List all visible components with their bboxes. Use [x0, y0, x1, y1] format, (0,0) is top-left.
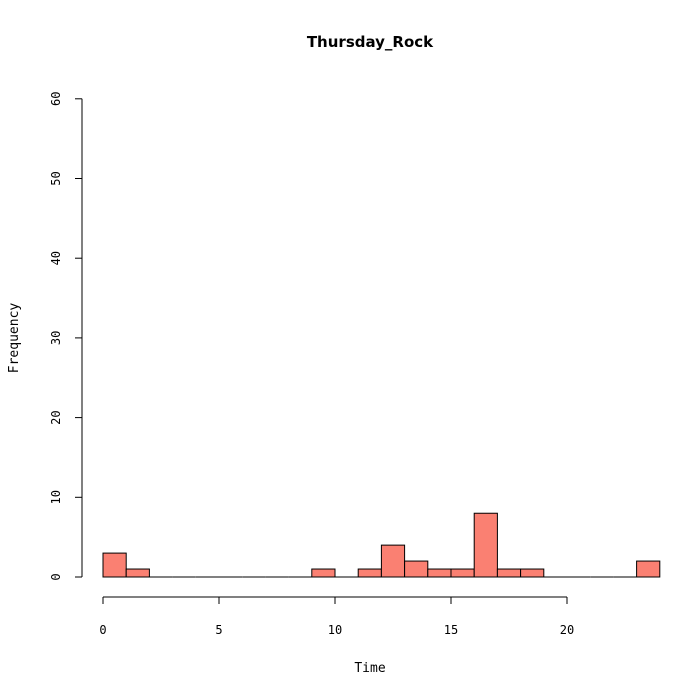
x-tick-label: 0	[99, 623, 106, 637]
histogram-bar	[380, 544, 406, 578]
histogram-bar	[520, 568, 545, 578]
histogram-bar	[125, 568, 150, 578]
y-tick-label: 40	[49, 251, 63, 265]
y-tick-label: 10	[49, 490, 63, 504]
histogram-bar	[473, 512, 498, 578]
x-axis: 0 5 10 15 20	[99, 596, 574, 637]
histogram-bar	[496, 568, 522, 578]
y-axis: 0 10 20 30 40 50 60	[49, 92, 83, 581]
x-axis-title: Time	[354, 661, 385, 676]
x-tick-label: 10	[328, 623, 342, 637]
x-tick-label: 15	[444, 623, 458, 637]
y-tick-label: 30	[49, 331, 63, 345]
y-tick-label: 0	[49, 573, 63, 580]
chart-title: Thursday_Rock	[307, 33, 434, 51]
y-tick-label: 20	[49, 410, 63, 424]
y-tick-label: 60	[49, 92, 63, 106]
bars-group	[102, 512, 661, 578]
histogram-bar	[427, 568, 452, 578]
histogram-bar	[636, 560, 661, 578]
histogram-bar	[404, 560, 429, 578]
y-tick-label: 50	[49, 171, 63, 185]
x-tick-label: 5	[215, 623, 222, 637]
x-tick-label: 20	[560, 623, 574, 637]
histogram-bar	[311, 568, 336, 578]
y-axis-title: Frequency	[7, 303, 22, 374]
histogram-bar	[450, 568, 475, 578]
histogram-bar	[102, 552, 127, 578]
histogram-bar	[357, 568, 382, 578]
